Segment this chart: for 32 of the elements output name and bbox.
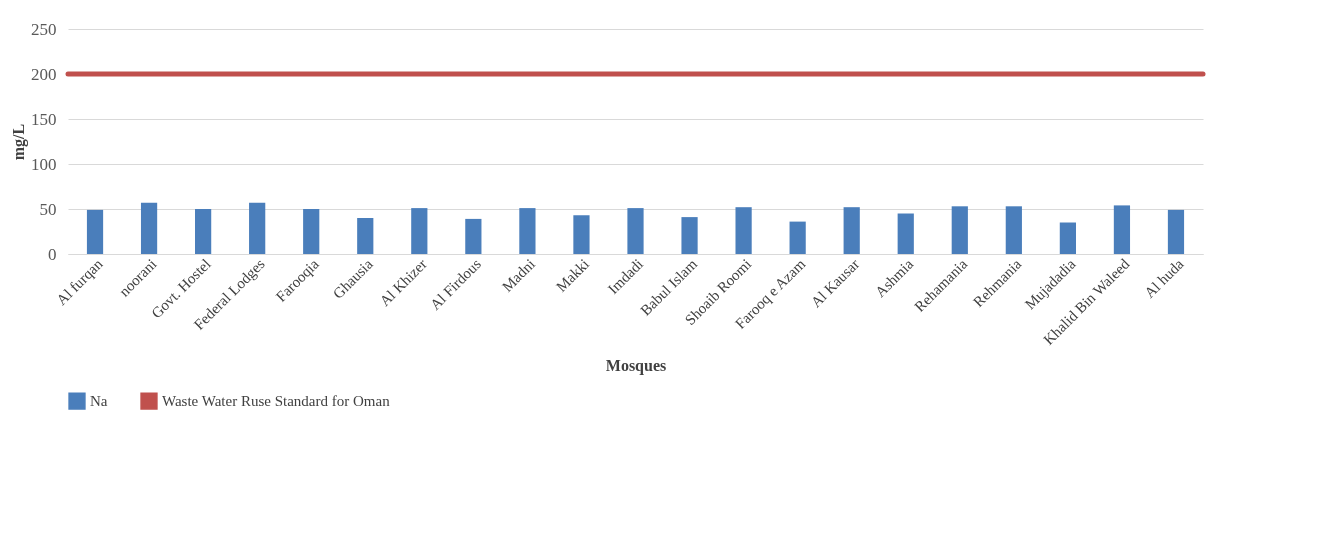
y-tick-label: 0 xyxy=(48,244,57,264)
bar xyxy=(303,209,320,254)
bar xyxy=(1167,209,1185,254)
legend-label: Waste Water Ruse Standard for Oman xyxy=(162,393,391,410)
bar xyxy=(789,221,806,254)
bar xyxy=(681,217,698,254)
bar xyxy=(897,213,914,254)
y-tick-label: 150 xyxy=(31,109,57,129)
bar xyxy=(465,218,482,254)
bar xyxy=(843,207,860,254)
y-axis-title: mg/L xyxy=(10,123,28,161)
y-tick-label: 250 xyxy=(31,19,57,39)
bar xyxy=(1005,206,1022,254)
bar xyxy=(573,215,590,254)
bar xyxy=(140,202,158,254)
bar xyxy=(1113,205,1131,254)
bar xyxy=(951,206,968,254)
bar xyxy=(627,208,644,254)
bar xyxy=(519,208,536,254)
x-tick-label: Al huda xyxy=(1141,255,1187,301)
bar xyxy=(1059,222,1076,254)
bar xyxy=(357,218,374,254)
x-axis-title: Mosques xyxy=(605,357,667,376)
y-tick-label: 200 xyxy=(31,64,57,84)
y-tick-label: 100 xyxy=(31,154,57,174)
bar xyxy=(249,202,266,254)
y-tick-label: 50 xyxy=(39,199,57,219)
bar xyxy=(411,208,428,254)
legend-label: Na xyxy=(90,393,108,410)
bar xyxy=(86,209,104,254)
bar xyxy=(195,209,212,254)
bar xyxy=(735,207,752,254)
